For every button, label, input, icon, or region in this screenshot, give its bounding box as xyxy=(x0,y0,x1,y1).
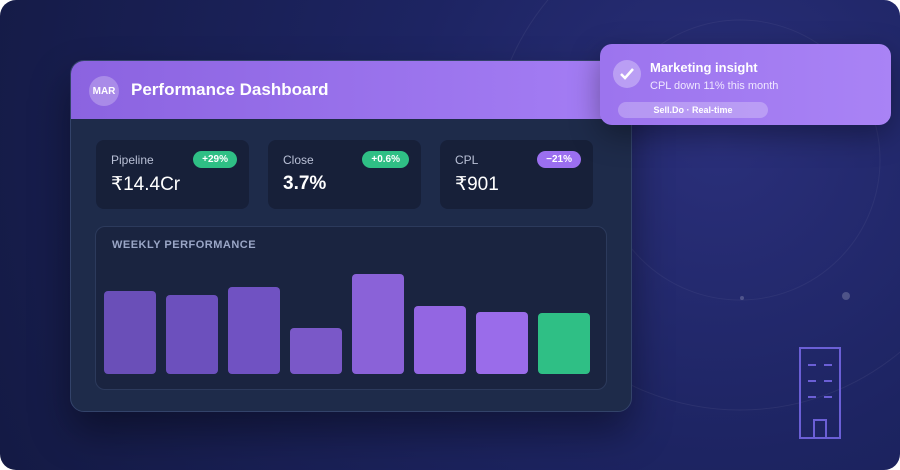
kpi-change: +0.6% xyxy=(362,151,409,168)
kpi-change: +29% xyxy=(193,151,237,168)
dashboard-title: Performance Dashboard xyxy=(131,80,329,99)
check-icon xyxy=(613,60,641,88)
kpi-value: ₹14.4Cr xyxy=(111,174,181,195)
bar xyxy=(538,313,590,374)
kpi-value: ₹901 xyxy=(455,174,499,195)
kpi-card: CPL ₹901 −21% xyxy=(440,140,593,209)
chart-title: WEEKLY PERFORMANCE xyxy=(112,239,257,251)
kpi-label: Pipeline xyxy=(111,153,154,167)
bar xyxy=(352,274,404,374)
badge: MAR xyxy=(89,76,119,106)
bar xyxy=(290,328,342,374)
kpi-card: Close 3.7% +0.6% xyxy=(268,140,421,209)
kpi-change: −21% xyxy=(537,151,581,168)
kpi-label: Close xyxy=(283,153,314,167)
bar xyxy=(228,287,280,374)
kpi-label: CPL xyxy=(455,153,479,167)
kpi-card: Pipeline ₹14.4Cr +29% xyxy=(96,140,249,209)
kpi-value: 3.7% xyxy=(283,173,327,194)
bar xyxy=(166,295,218,374)
bar xyxy=(414,306,466,374)
notification[interactable]: Marketing insight CPL down 11% this mont… xyxy=(600,44,891,125)
bar xyxy=(104,291,156,374)
notification-title: Marketing insight xyxy=(650,60,758,75)
dashboard-card: MAR Performance Dashboard WEEKLY PERFORM… xyxy=(70,60,632,412)
chart-panel: WEEKLY PERFORMANCE xyxy=(95,226,607,390)
notification-text: CPL down 11% this month xyxy=(650,80,779,92)
bar xyxy=(476,312,528,374)
card-header: MAR Performance Dashboard xyxy=(71,61,631,119)
notification-tag: Sell.Do · Real-time xyxy=(618,102,768,118)
